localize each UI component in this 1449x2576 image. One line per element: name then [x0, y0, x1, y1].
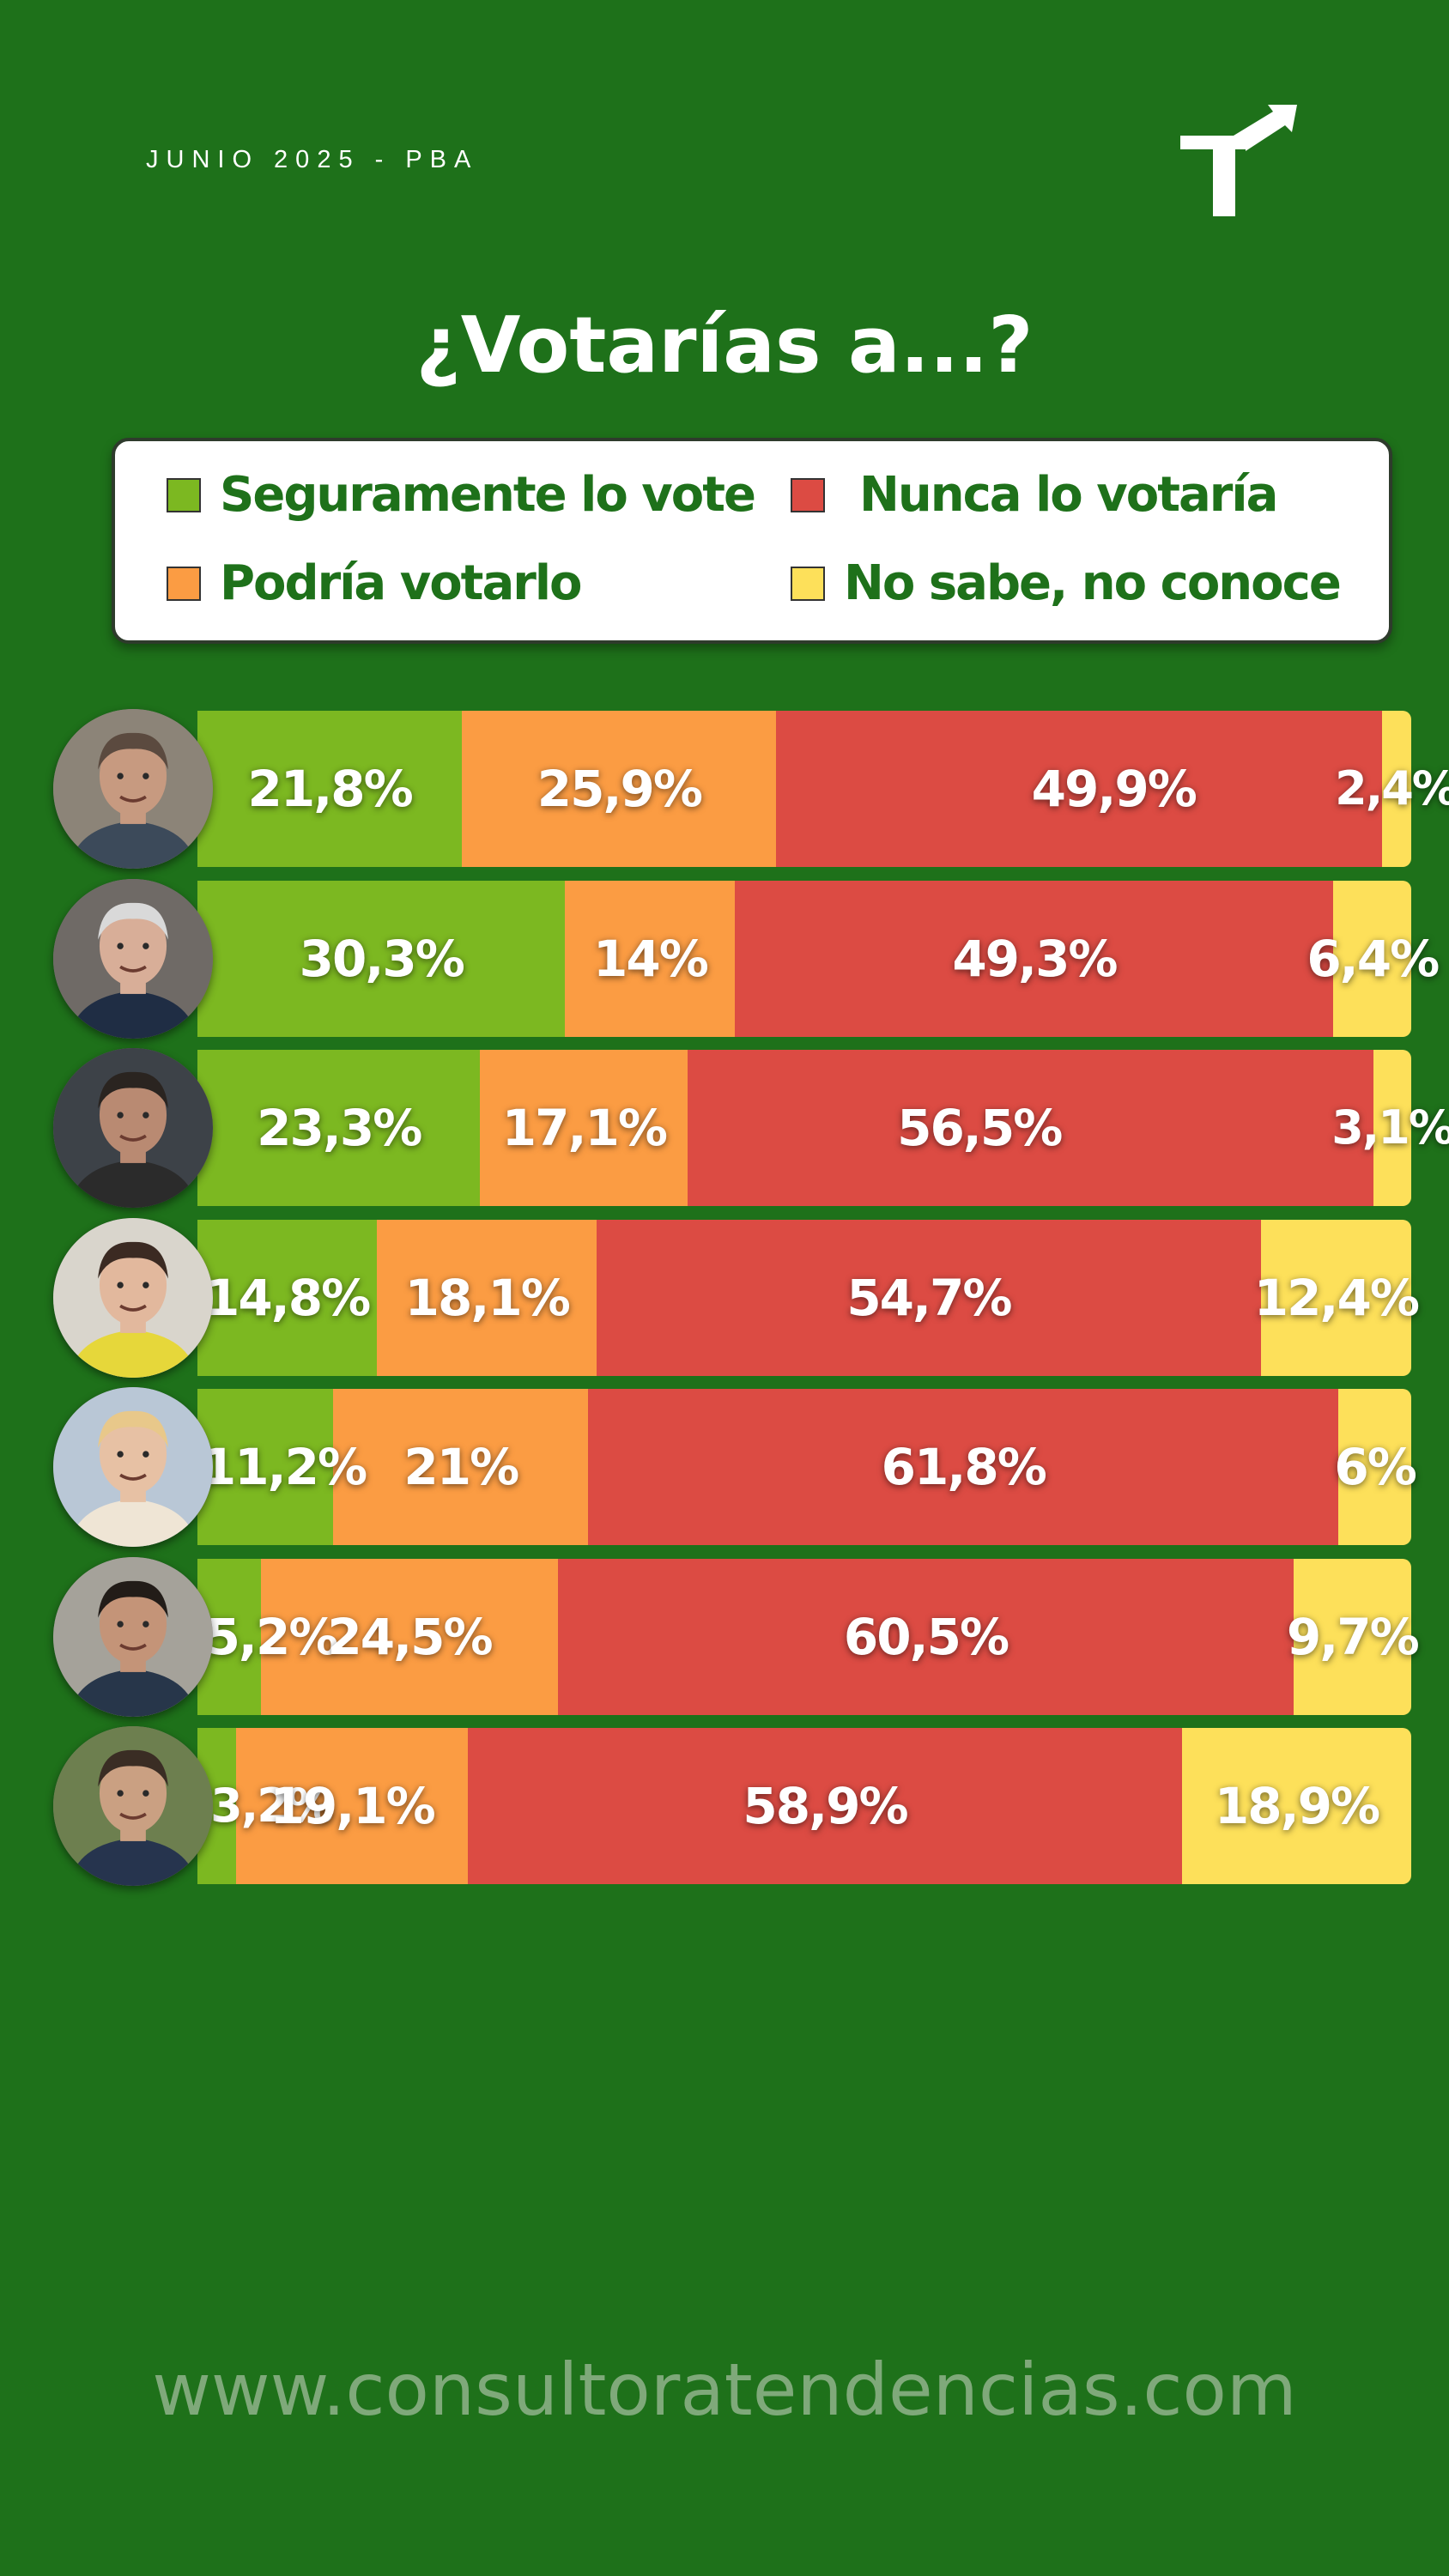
stacked-bar: [197, 711, 1411, 867]
stacked-bar: [197, 880, 1411, 1037]
data-label: 14,8%: [205, 1268, 371, 1327]
bar-segment: [1382, 711, 1411, 867]
bar-row: 3,2% 19,1% 58,9% 18,9%: [0, 1726, 1449, 1886]
bar-segment: [1373, 1050, 1411, 1206]
candidate-photo-avatar: [53, 1048, 213, 1208]
data-label: 25,9%: [537, 760, 703, 818]
data-label: 17,1%: [501, 1099, 668, 1157]
stacked-bar: [197, 1728, 1411, 1884]
data-label: 3,2%: [210, 1779, 334, 1833]
data-label: 14%: [593, 929, 709, 988]
bar-segment: [260, 1558, 559, 1715]
bar-segment: [776, 711, 1383, 867]
data-label: 19,1%: [270, 1777, 435, 1835]
stacked-bar: [197, 1558, 1411, 1715]
data-label: 56,5%: [897, 1099, 1063, 1157]
candidate-photo-avatar: [53, 709, 213, 869]
bar-segment: [588, 1389, 1339, 1545]
bar-row: 11,2% 21% 61,8% 6%: [0, 1387, 1449, 1547]
data-label: 21,8%: [247, 760, 414, 818]
bar-segment: [688, 1050, 1374, 1206]
data-label: 3,1%: [1331, 1100, 1449, 1155]
bar-segment: [1181, 1728, 1411, 1884]
legend-label-nosabe: No sabe, no conoce: [844, 555, 1342, 611]
bar-segment: [480, 1050, 688, 1206]
data-label: 49,3%: [952, 929, 1118, 988]
data-label: 58,9%: [743, 1777, 908, 1835]
data-label: 2,4%: [1335, 761, 1449, 815]
legend-item-nunca: Nunca lo votaría: [791, 467, 1278, 523]
bar-segment: [197, 1050, 481, 1206]
bar-segment: [565, 880, 736, 1037]
bar-segment: [197, 711, 463, 867]
data-label: 12,4%: [1253, 1268, 1420, 1327]
legend-swatch-nosabe: [791, 566, 825, 601]
legend-swatch-podria: [167, 566, 201, 601]
chart-title: ¿Votarías a...?: [415, 300, 1034, 391]
trending-arrow-t-logo-icon: [1172, 101, 1300, 230]
bar-segment: [1333, 880, 1411, 1037]
bar-segment: [236, 1728, 468, 1884]
candidate-photo-avatar: [53, 1726, 213, 1886]
data-label: 23,3%: [257, 1099, 422, 1157]
legend-item-nosabe: No sabe, no conoce: [791, 555, 1342, 611]
bar-segment: [197, 1389, 334, 1545]
stacked-bar: [197, 1050, 1411, 1206]
bar-segment: [333, 1389, 589, 1545]
data-label: 11,2%: [201, 1438, 367, 1496]
bar-segment: [197, 1219, 378, 1376]
candidate-photo-avatar: [53, 1387, 213, 1547]
bar-segment: [467, 1728, 1182, 1884]
bar-row: 21,8% 25,9% 49,9% 2,4%: [0, 709, 1449, 869]
legend-label-seguramente: Seguramente lo vote: [220, 467, 756, 523]
legend: Seguramente lo vote Nunca lo votaría Pod…: [112, 438, 1392, 644]
data-label: 18,1%: [404, 1268, 571, 1327]
bar-segment: [1338, 1389, 1411, 1545]
bar-segment: [558, 1558, 1294, 1715]
bar-segment: [735, 880, 1334, 1037]
bar-segment: [597, 1219, 1261, 1376]
legend-swatch-nunca: [791, 477, 825, 512]
candidate-photo-avatar: [53, 1217, 213, 1378]
legend-swatch-seguramente: [167, 477, 201, 512]
legend-label-nunca: Nunca lo votaría: [859, 467, 1278, 523]
data-label: 18,9%: [1214, 1777, 1380, 1835]
data-label: 21%: [403, 1438, 519, 1496]
data-label: 60,5%: [843, 1607, 1009, 1666]
bar-row: 5,2% 24,5% 60,5% 9,7%: [0, 1556, 1449, 1717]
data-label: 6,4%: [1307, 929, 1440, 988]
data-label: 9,7%: [1286, 1607, 1420, 1666]
bar-segment: [377, 1219, 597, 1376]
bar-segment: [197, 880, 566, 1037]
candidate-photo-avatar: [53, 878, 213, 1039]
data-label: 30,3%: [299, 929, 465, 988]
date-label: JUNIO 2025 - PBA: [146, 146, 479, 173]
legend-label-podria: Podría votarlo: [220, 555, 583, 611]
bar-row: 30,3% 14% 49,3% 6,4%: [0, 878, 1449, 1039]
website-url: www.consultoratendencias.com: [152, 2348, 1297, 2432]
data-label: 5,2%: [205, 1607, 339, 1666]
legend-item-podria: Podría votarlo: [167, 555, 583, 611]
bar-segment: [1293, 1558, 1411, 1715]
bar-segment: [1260, 1219, 1411, 1376]
data-label: 24,5%: [327, 1607, 493, 1666]
bar-row: 14,8% 18,1% 54,7% 12,4%: [0, 1217, 1449, 1378]
bar-row: 23,3% 17,1% 56,5% 3,1%: [0, 1048, 1449, 1208]
data-label: 54,7%: [846, 1268, 1012, 1327]
data-label: 61,8%: [881, 1438, 1047, 1496]
candidate-photo-avatar: [53, 1556, 213, 1717]
legend-item-seguramente: Seguramente lo vote: [167, 467, 756, 523]
stacked-bar: [197, 1389, 1411, 1545]
data-label: 49,9%: [1031, 760, 1197, 818]
bar-segment: [462, 711, 777, 867]
data-label: 6%: [1334, 1438, 1416, 1496]
stacked-bar: [197, 1219, 1411, 1376]
